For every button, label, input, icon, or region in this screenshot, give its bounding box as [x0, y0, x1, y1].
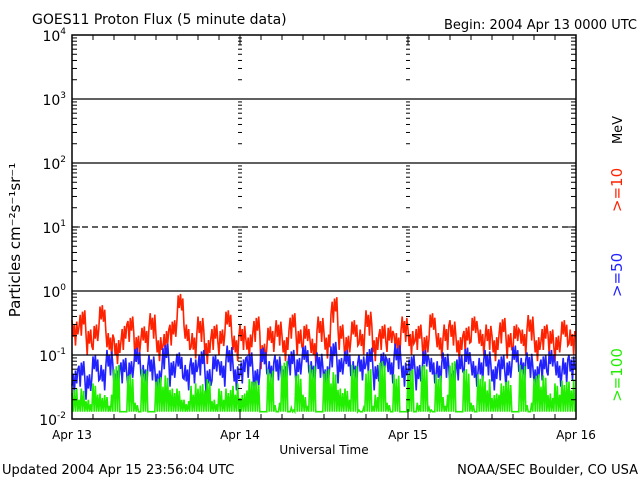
y-tick-label: 102	[42, 155, 66, 173]
y-tick-label: 10-1	[39, 347, 66, 365]
y-tick-exponent: 3	[60, 91, 66, 101]
x-tick-label: Apr 13	[52, 428, 92, 442]
y-tick-label: 10-2	[39, 411, 66, 429]
updated-timestamp: Updated 2004 Apr 15 23:56:04 UTC	[2, 463, 234, 478]
y-tick-label: 100	[42, 283, 66, 301]
y-tick-exponent: -1	[57, 347, 66, 357]
x-tick-label: Apr 14	[220, 428, 260, 442]
y-tick-exponent: 2	[60, 155, 66, 165]
y-tick-exponent: 4	[60, 27, 66, 37]
chart-title: GOES11 Proton Flux (5 minute data)	[32, 12, 287, 28]
x-tick-label: Apr 15	[388, 428, 428, 442]
legend-ge10: >=10	[608, 168, 626, 212]
x-axis-label: Universal Time	[279, 443, 368, 457]
legend-ge50: >=50	[608, 253, 626, 297]
y-tick-label: 104	[42, 27, 66, 45]
x-tick-label: Apr 16	[556, 428, 596, 442]
legend-ge100: >=100	[608, 348, 626, 402]
begin-label: Begin: 2004 Apr 13 0000 UTC	[444, 18, 637, 33]
y-tick-exponent: 1	[60, 219, 66, 229]
y-axis-label: Particles cm⁻²s⁻¹sr⁻¹	[6, 163, 24, 317]
unit-label: MeV	[611, 116, 626, 144]
y-tick-exponent: -2	[57, 411, 66, 421]
plot-frame	[71, 34, 577, 420]
series-line-ge100	[71, 361, 576, 415]
y-tick-label: 103	[42, 91, 66, 109]
series-line-ge10	[71, 293, 576, 370]
y-tick-label: 101	[42, 219, 66, 237]
y-tick-exponent: 0	[60, 283, 66, 293]
credit-label: NOAA/SEC Boulder, CO USA	[457, 463, 638, 478]
series-layer	[71, 293, 576, 415]
